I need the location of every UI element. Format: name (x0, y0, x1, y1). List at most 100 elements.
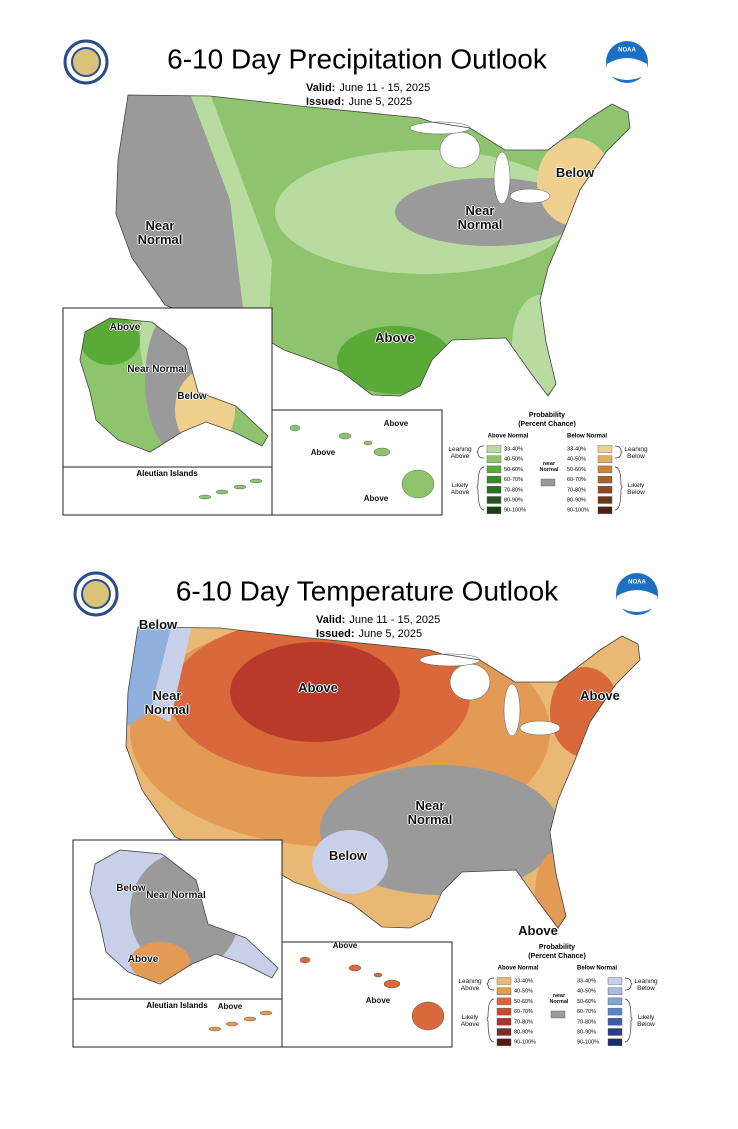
hawaii-island (348, 964, 362, 972)
hawaii-label: Above (383, 420, 409, 429)
legend-swatch-above (486, 455, 502, 463)
legend-swatch-below (597, 475, 613, 484)
leaning-below: Leaning Below (634, 979, 658, 992)
likely-below: Likely Below (627, 483, 645, 496)
legend-class: 60-70% (514, 1009, 533, 1015)
below-heading: Below Normal (567, 434, 607, 440)
hawaii-label: Above (310, 449, 336, 458)
alaska-label: Above (109, 323, 141, 333)
probability-region (535, 852, 575, 928)
aleutian-title: Aleutian Islands (136, 469, 198, 478)
legend-class: 80-90% (567, 497, 586, 503)
region-label: Above (298, 681, 338, 696)
region-label: Below (138, 618, 178, 633)
legend-swatch-below (607, 1018, 623, 1026)
likely-below: Likely Below (637, 1015, 655, 1028)
ak-outline (79, 317, 269, 453)
aleutian-label: Above (218, 1003, 242, 1011)
alaska-label: Below (116, 884, 146, 894)
hawaii-island (299, 956, 311, 964)
valid-line: Valid: June 11 - 15, 2025 (306, 82, 430, 94)
legend-class: 50-60% (514, 999, 533, 1005)
hawaii-label: Above (383, 420, 409, 429)
legend-brace (624, 998, 633, 1043)
likely-above: Likely Above (461, 1015, 479, 1028)
issued-label: Issued: (306, 96, 345, 108)
aleutian-island (215, 489, 229, 495)
legend-class: 33-40% (504, 446, 523, 452)
near-label: Near Normal (540, 462, 559, 473)
legend-swatch-above (496, 1007, 512, 1016)
probability-region (80, 318, 140, 365)
hawaii-label: Above (332, 942, 358, 951)
legend-swatch-above (496, 1038, 512, 1046)
leaning-above: Leaning Above (458, 979, 482, 992)
legend-swatch-near (540, 478, 556, 487)
outlook-panel: 6-10 Day Precipitation Outlook NOAA Valid:… (62, 39, 648, 516)
legend-swatch-below (597, 465, 613, 474)
region-label: Above (375, 331, 415, 346)
legend-class: 40-50% (577, 989, 596, 995)
legend-swatch-below (597, 455, 613, 463)
valid-date: June 11 - 15, 2025 (339, 82, 430, 94)
title: 6-10 Day Temperature Outlook (176, 575, 559, 606)
legend-brace (486, 977, 495, 991)
hawaii-label: Above (310, 449, 336, 458)
legend-brace (614, 466, 623, 511)
doc-seal-inner (81, 579, 111, 609)
noaa-wave (607, 58, 647, 80)
legend-swatch-above (496, 1028, 512, 1036)
probability-region (512, 295, 568, 395)
legend-class: 90-100% (514, 1040, 536, 1046)
legend-class: 80-90% (577, 1029, 596, 1035)
region-label: Above (580, 689, 620, 704)
legend-swatch-below (607, 1038, 623, 1046)
hawaii-label: Above (332, 942, 358, 951)
legend-title: Probability (529, 412, 565, 419)
great-lake (449, 663, 491, 701)
aleutian-title: Aleutian Islands (146, 1001, 208, 1010)
legend-swatch-above (496, 997, 512, 1006)
leaning-above: Leaning Above (448, 447, 472, 460)
alaska-label: Below (177, 392, 206, 402)
legend-class: 40-50% (504, 457, 523, 463)
aleutian-island (243, 1016, 257, 1022)
below-heading: Below Normal (577, 966, 617, 972)
probability-region (130, 942, 190, 982)
issued-line: Issued: June 5, 2025 (316, 628, 422, 640)
legend-brace (476, 445, 485, 459)
aleutian-box (72, 998, 283, 1048)
leaning-below: Leaning Below (624, 447, 647, 460)
likely-above: Likely Above (451, 483, 469, 496)
valid-label: Valid: (316, 614, 345, 626)
region-label: Above (518, 924, 558, 937)
hawaii-island (411, 1001, 445, 1031)
valid-date: June 11 - 15, 2025 (349, 614, 440, 626)
hawaii-island (373, 972, 383, 978)
hawaii-label: Above (363, 495, 389, 504)
region-label: Below (138, 618, 178, 633)
legend-class: 90-100% (577, 1040, 599, 1046)
legend-swatch-below (597, 445, 613, 453)
title: 6-10 Day Precipitation Outlook (167, 43, 548, 74)
legend-class: 90-100% (567, 508, 589, 514)
legend-brace (486, 998, 495, 1043)
region-label: Below (328, 849, 368, 864)
probability-region (185, 95, 272, 335)
region-label: Near Normal (408, 799, 453, 826)
near-label: Near Normal (549, 994, 569, 1006)
great-lake (493, 151, 511, 205)
alaska-label: Above (128, 955, 159, 965)
great-lake (409, 121, 471, 135)
near-label: Near Normal (549, 994, 569, 1006)
great-lake (519, 720, 561, 736)
hawaii-label: Above (363, 495, 389, 504)
alaska-label: Above (109, 323, 141, 333)
legend-class: 60-70% (504, 477, 523, 483)
legend-class: 80-90% (514, 1029, 533, 1035)
legend-class: 70-80% (504, 487, 523, 493)
leaning-above: Leaning Above (458, 979, 482, 992)
alaska-label: Near Normal (127, 365, 186, 375)
